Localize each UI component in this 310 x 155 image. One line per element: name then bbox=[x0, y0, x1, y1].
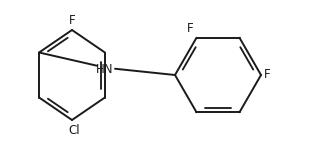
Text: Cl: Cl bbox=[68, 124, 80, 137]
Text: F: F bbox=[187, 22, 193, 35]
Text: HN: HN bbox=[96, 63, 114, 76]
Text: F: F bbox=[264, 69, 271, 82]
Text: F: F bbox=[69, 14, 75, 27]
